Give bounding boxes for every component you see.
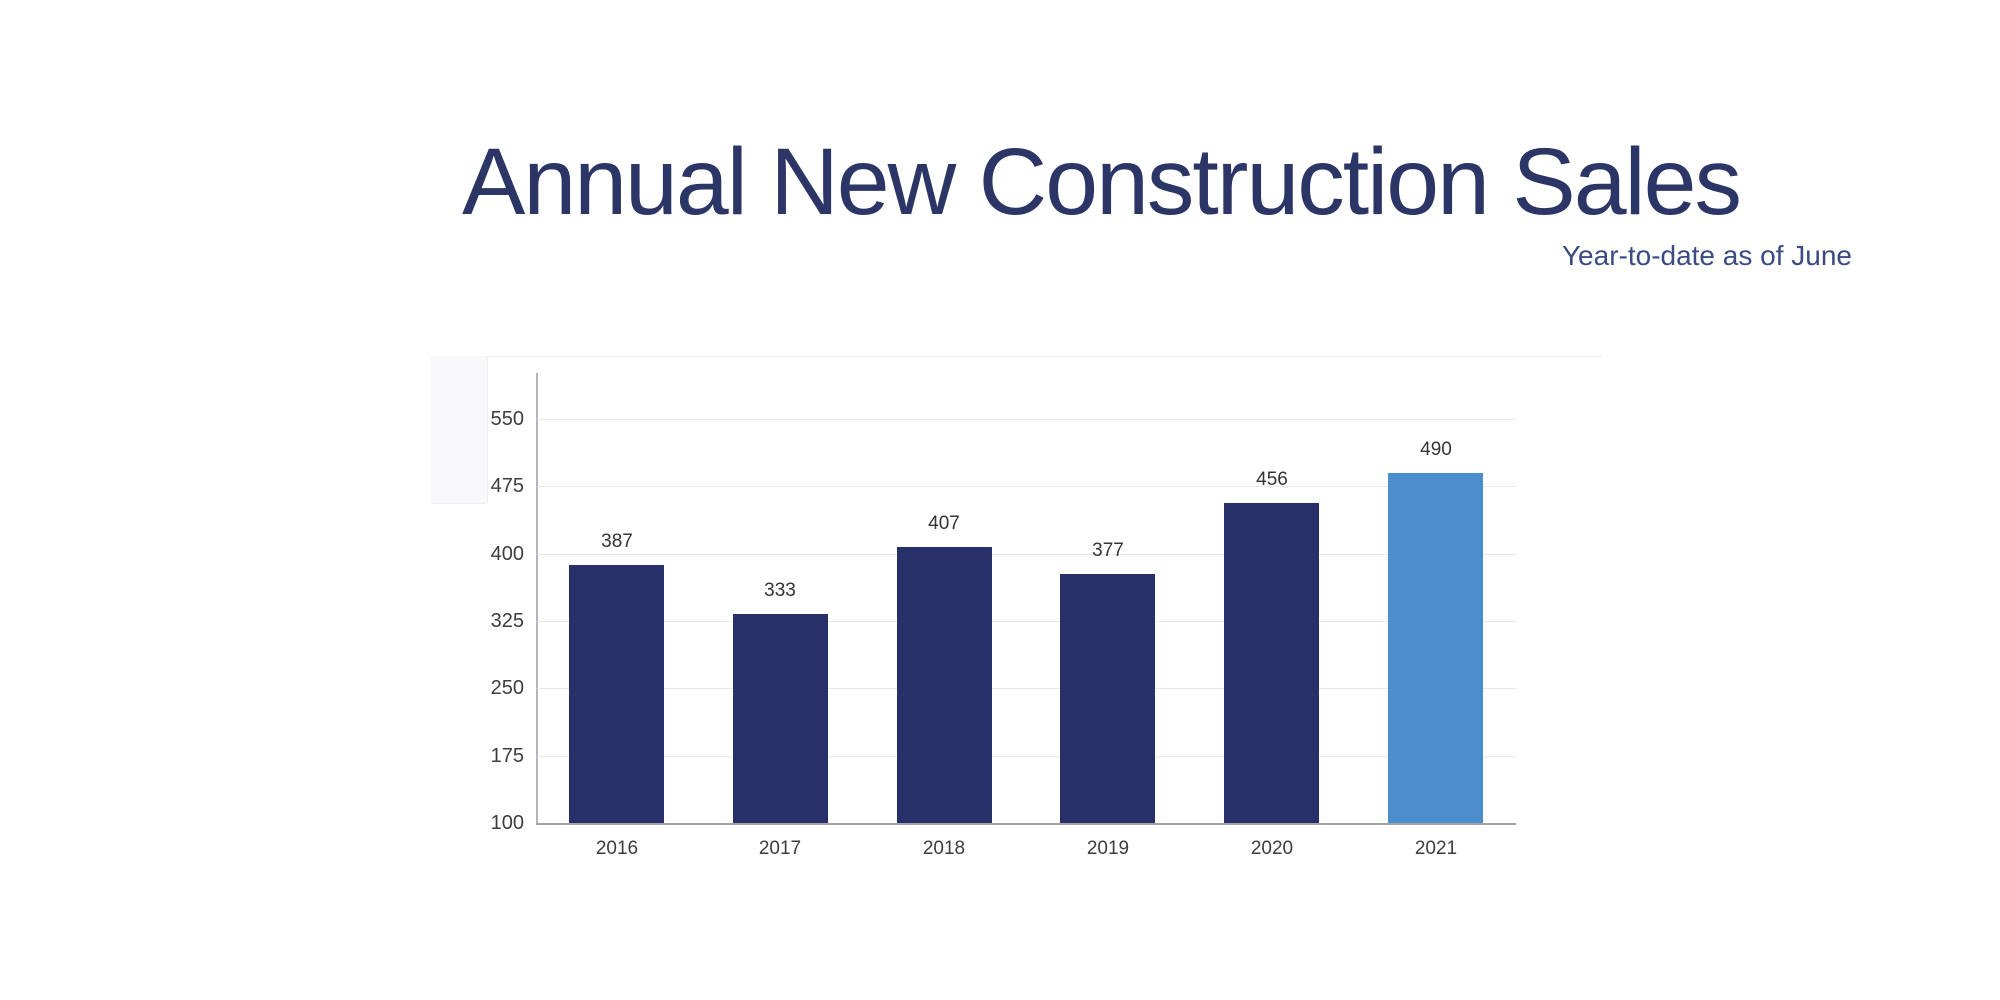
gridline-250 — [537, 688, 1516, 689]
gridline-325 — [537, 621, 1516, 622]
y-tick-label-550: 550 — [490, 408, 524, 430]
x-tick-label-2017: 2017 — [758, 838, 802, 859]
x-tick-label-2021: 2021 — [1414, 838, 1458, 859]
faint-panel-strip — [431, 356, 487, 504]
gridline-475 — [537, 486, 1516, 487]
bar-2016 — [569, 565, 664, 823]
bar-value-label-2020: 456 — [1256, 469, 1288, 490]
bar-2019 — [1060, 574, 1155, 823]
bar-2021 — [1388, 473, 1483, 823]
bar-2017 — [733, 614, 828, 823]
gridline-550 — [537, 419, 1516, 420]
bar-value-label-2021: 490 — [1420, 439, 1452, 460]
x-axis-line — [536, 823, 1516, 825]
page-subtitle: Year-to-date as of June — [1561, 240, 1852, 271]
y-tick-label-100: 100 — [490, 812, 524, 834]
y-axis-line — [536, 373, 538, 824]
bar-value-label-2019: 377 — [1092, 540, 1124, 561]
x-tick-label-2020: 2020 — [1250, 838, 1294, 859]
bar-value-label-2017: 333 — [764, 580, 796, 601]
y-tick-label-400: 400 — [490, 543, 524, 565]
y-tick-label-325: 325 — [490, 610, 524, 632]
faint-panel-edge-top — [487, 356, 1602, 357]
bar-value-label-2016: 387 — [601, 531, 633, 552]
gridline-175 — [537, 756, 1516, 757]
bar-value-label-2018: 407 — [928, 513, 960, 534]
bar-2020 — [1224, 503, 1319, 823]
x-tick-label-2019: 2019 — [1086, 838, 1130, 859]
x-tick-label-2018: 2018 — [922, 838, 966, 859]
y-tick-label-250: 250 — [490, 677, 524, 699]
y-tick-label-175: 175 — [490, 745, 524, 767]
faint-panel-edge-left — [487, 356, 488, 503]
gridline-400 — [537, 554, 1516, 555]
x-tick-label-2016: 2016 — [595, 838, 639, 859]
page-title: Annual New Construction Sales — [462, 129, 1742, 235]
bar-2018 — [897, 547, 992, 823]
y-tick-label-475: 475 — [490, 475, 524, 497]
